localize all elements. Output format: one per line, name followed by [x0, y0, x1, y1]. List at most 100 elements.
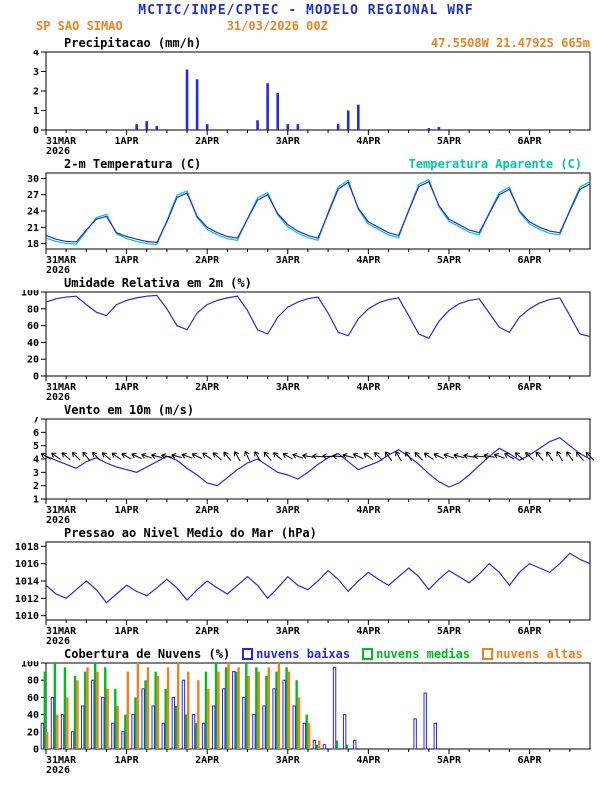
panel-title-pressure: Pressao ao Nivel Medio do Mar (hPa)	[64, 525, 317, 540]
temperatura-aparente	[45, 178, 591, 246]
svg-text:5APR: 5APR	[437, 255, 462, 266]
panel-humidity: Umidade Relativa em 2m (%) 0 20 40 60 80 100 3…	[0, 275, 612, 402]
svg-text:5APR: 5APR	[437, 505, 462, 516]
svg-text:4APR: 4APR	[356, 626, 381, 637]
svg-text:2: 2	[33, 481, 39, 492]
plot-frame	[45, 51, 591, 131]
svg-text:24: 24	[27, 207, 39, 218]
y-axis: 1 2 3 4 5 6 7	[33, 417, 46, 506]
svg-text:31MAR: 31MAR	[46, 626, 77, 637]
plot-frame	[45, 418, 591, 500]
svg-text:4APR: 4APR	[356, 505, 381, 516]
panel-precipitation: Precipitacao (mm/h) 47.5508W 21.4792S 66…	[0, 35, 612, 156]
svg-text:2026: 2026	[46, 765, 70, 775]
svg-text:6APR: 6APR	[518, 382, 543, 393]
precipitacao	[135, 69, 441, 130]
temperatura-2m	[45, 180, 591, 244]
svg-text:40: 40	[27, 710, 39, 721]
y-axis: 18 21 24 27 30	[27, 174, 46, 250]
svg-text:1APR: 1APR	[115, 626, 140, 637]
vento-velocidade	[45, 436, 591, 488]
svg-text:4APR: 4APR	[356, 382, 381, 393]
pressao-nivel-mar	[45, 552, 591, 604]
svg-text:1APR: 1APR	[115, 755, 140, 766]
svg-text:4APR: 4APR	[356, 755, 381, 766]
svg-text:1018: 1018	[15, 542, 39, 553]
svg-text:0: 0	[33, 745, 39, 756]
svg-text:1014: 1014	[15, 577, 39, 588]
svg-text:6APR: 6APR	[518, 136, 543, 147]
low-clouds-legend-label: nuvens baixas	[256, 646, 351, 661]
svg-text:2APR: 2APR	[195, 505, 220, 516]
svg-text:80: 80	[27, 676, 39, 687]
svg-text:3: 3	[33, 468, 39, 479]
svg-text:1016: 1016	[15, 559, 39, 570]
station-coordinates: 47.5508W 21.4792S 665m	[431, 35, 590, 50]
svg-text:6APR: 6APR	[518, 505, 543, 516]
plot-frame	[45, 291, 591, 377]
panel-clouds: Cobertura de Nuvens (%) nuvens baixas nu…	[0, 646, 612, 775]
svg-text:6APR: 6APR	[518, 255, 543, 266]
svg-text:2026: 2026	[46, 392, 70, 402]
svg-text:2APR: 2APR	[195, 626, 220, 637]
svg-text:7: 7	[33, 417, 39, 426]
svg-text:5: 5	[33, 441, 39, 452]
high-clouds-legend-swatch	[482, 647, 494, 660]
nuvens-altas	[46, 663, 321, 749]
svg-text:20: 20	[27, 355, 39, 366]
svg-text:3APR: 3APR	[276, 382, 301, 393]
svg-text:6: 6	[33, 428, 39, 439]
apparent-temperature-legend: Temperatura Aparente (C)	[408, 156, 582, 171]
svg-text:30: 30	[27, 174, 39, 185]
svg-text:2APR: 2APR	[195, 136, 220, 147]
svg-text:2APR: 2APR	[195, 382, 220, 393]
svg-text:4APR: 4APR	[356, 255, 381, 266]
svg-text:20: 20	[27, 727, 39, 738]
svg-text:6APR: 6APR	[518, 755, 543, 766]
svg-text:2: 2	[33, 87, 39, 98]
station-label: SP SAO SIMAO	[36, 19, 123, 33]
svg-text:80: 80	[27, 304, 39, 315]
low-clouds-legend-swatch	[242, 647, 254, 660]
svg-text:1010: 1010	[15, 611, 39, 622]
svg-text:3APR: 3APR	[276, 626, 301, 637]
svg-text:31MAR: 31MAR	[46, 755, 77, 766]
svg-text:3APR: 3APR	[276, 755, 301, 766]
svg-text:1APR: 1APR	[115, 136, 140, 147]
svg-text:5APR: 5APR	[437, 626, 462, 637]
svg-text:1: 1	[33, 495, 39, 506]
svg-text:3: 3	[33, 67, 39, 78]
y-axis: 0 20 40 60 80 100	[21, 290, 46, 383]
svg-text:0: 0	[33, 126, 39, 137]
nuvens-medias	[43, 663, 349, 749]
page-title: MCTIC/INPE/CPTEC - MODELO REGIONAL WRF	[138, 3, 474, 18]
svg-text:2026: 2026	[46, 636, 70, 646]
svg-text:1APR: 1APR	[115, 382, 140, 393]
mid-clouds-legend: nuvens medias	[362, 647, 470, 661]
high-clouds-legend: nuvens altas	[482, 647, 583, 661]
svg-text:2026: 2026	[46, 265, 70, 275]
panel-title-temperature: 2-m Temperatura (C)	[64, 156, 202, 171]
svg-text:100: 100	[21, 290, 39, 299]
svg-text:2APR: 2APR	[195, 255, 220, 266]
svg-text:3APR: 3APR	[276, 136, 301, 147]
svg-text:4: 4	[33, 455, 39, 466]
nuvens-baixas	[40, 666, 437, 750]
svg-text:21: 21	[27, 223, 39, 234]
svg-text:60: 60	[27, 321, 39, 332]
svg-text:18: 18	[27, 239, 39, 250]
svg-text:1APR: 1APR	[115, 505, 140, 516]
svg-text:6APR: 6APR	[518, 626, 543, 637]
y-axis: 1010 1012 1014 1016 1018	[15, 542, 46, 622]
header-line2: SP SAO SIMAO 31/03/2026 00Z	[0, 19, 612, 35]
panel-title-wind: Vento em 10m (m/s)	[64, 402, 195, 417]
umidade-relativa	[45, 294, 591, 339]
svg-text:100: 100	[21, 661, 39, 670]
